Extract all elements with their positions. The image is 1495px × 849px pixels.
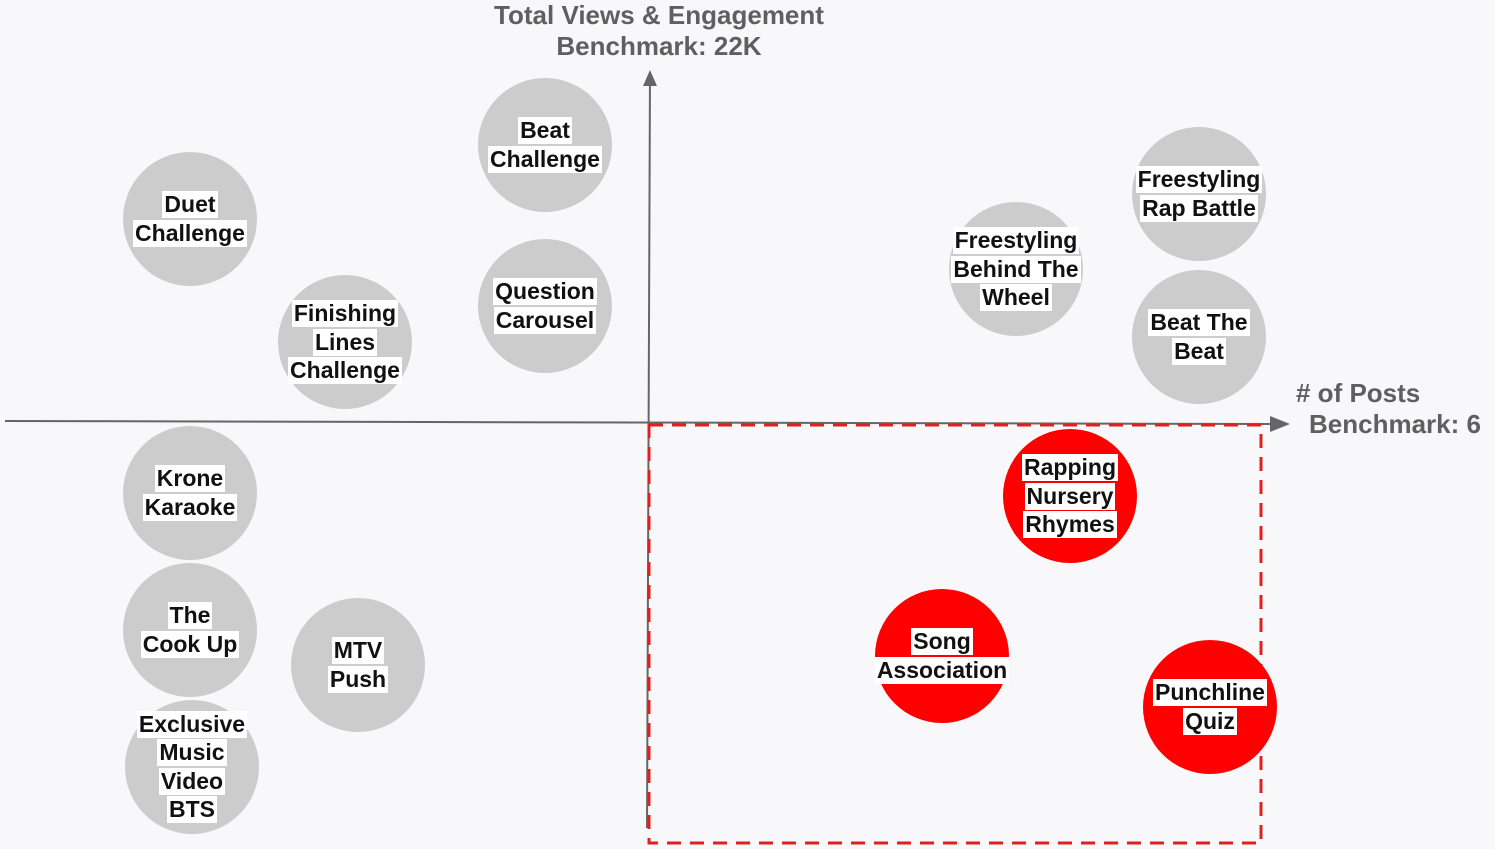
bubble-label-line: Behind The <box>951 255 1081 283</box>
bubble-label: Question Carousel <box>493 278 597 335</box>
bubble-label: Finishing Lines Challenge <box>288 299 402 385</box>
bubble-label-line: Freestyling <box>1135 166 1263 194</box>
bubble-punchline-quiz: Punchline Quiz <box>1143 640 1277 774</box>
bubble-label: Duet Challenge <box>133 191 247 248</box>
bubble-label-line: Rhymes <box>1023 511 1117 538</box>
bubble-label: The Cook Up <box>140 602 240 659</box>
bubble-label-line: Lines <box>312 328 378 356</box>
bubble-label-line: Challenge <box>488 145 602 173</box>
bubble-freestyling-rap-battle: Freestyling Rap Battle <box>1132 127 1266 261</box>
bubble-label: Krone Karaoke <box>142 465 238 522</box>
bubble-label-line: Push <box>327 665 389 693</box>
y-axis-title-line1: Total Views & Engagement <box>494 0 824 30</box>
bubble-song-association: Song Association <box>874 589 1010 723</box>
bubble-label-line: Wheel <box>980 284 1052 311</box>
bubble-label-line: Finishing <box>291 300 399 327</box>
x-axis-arrowhead <box>1270 416 1290 432</box>
y-axis-title: Total Views & Engagement Benchmark: 22K <box>484 0 834 62</box>
x-axis-benchmark: Benchmark: 6 <box>1309 409 1481 439</box>
bubble-label-line: Exclusive <box>136 710 248 738</box>
bubble-rapping-nursery-rhymes: Rapping Nursery Rhymes <box>1003 429 1137 563</box>
bubble-freestyling-behind-the-wheel: Freestyling Behind The Wheel <box>949 202 1083 336</box>
bubble-label-line: MTV <box>331 637 385 665</box>
bubble-label-line: Beat <box>1172 337 1226 365</box>
bubble-label-line: Nursery <box>1024 482 1116 510</box>
bubble-label-line: Krone <box>154 465 226 493</box>
bubble-label: Exclusive Music Video BTS <box>136 710 248 824</box>
bubble-label-line: Rapping <box>1022 454 1118 481</box>
bubble-mtv-push: MTV Push <box>291 598 425 732</box>
bubble-label-line: Freestyling <box>952 227 1080 254</box>
bubble-label-line: BTS <box>166 796 217 824</box>
bubble-question-carousel: Question Carousel <box>478 239 612 373</box>
bubble-label-line: Duet <box>162 191 218 219</box>
bubble-finishing-lines-challenge: Finishing Lines Challenge <box>278 275 412 409</box>
y-axis-benchmark: Benchmark: 22K <box>556 31 762 61</box>
bubble-label-line: Song <box>911 628 973 656</box>
bubble-label: Punchline Quiz <box>1153 679 1267 736</box>
bubble-label-line: Video <box>158 767 226 795</box>
bubble-the-cook-up: The Cook Up <box>123 563 257 697</box>
bubble-label: Beat Challenge <box>488 117 602 174</box>
x-axis-title-line1: # of Posts <box>1296 378 1421 408</box>
bubble-label: Song Association <box>874 628 1010 685</box>
bubble-exclusive-music-video-bts: Exclusive Music Video BTS <box>125 700 259 834</box>
bubble-label-line: Rap Battle <box>1140 194 1258 222</box>
highlight-zone <box>647 423 1263 845</box>
bubble-label-line: Music <box>157 739 227 767</box>
bubble-label: Rapping Nursery Rhymes <box>1022 453 1118 539</box>
bubble-label-line: Carousel <box>493 306 597 334</box>
bubble-beat-the-beat: Beat The Beat <box>1132 270 1266 404</box>
bubble-label-line: Challenge <box>288 357 402 384</box>
bubble-label: MTV Push <box>327 637 389 694</box>
bubble-beat-challenge: Beat Challenge <box>478 78 612 212</box>
bubble-label: Freestyling Behind The Wheel <box>951 226 1081 312</box>
bubble-label-line: Karaoke <box>142 493 238 521</box>
bubble-label-line: Question <box>493 278 597 306</box>
bubble-label-line: Beat <box>518 117 572 145</box>
bubble-label-line: The <box>167 602 213 630</box>
bubble-duet-challenge: Duet Challenge <box>123 152 257 286</box>
x-axis-line <box>4 420 1273 425</box>
bubble-label-line: Beat The <box>1148 309 1250 337</box>
bubble-label: Freestyling Rap Battle <box>1135 166 1263 223</box>
bubble-label-line: Quiz <box>1183 707 1237 735</box>
bubble-label-line: Cook Up <box>140 630 240 658</box>
bubble-label: Beat The Beat <box>1148 309 1250 366</box>
bubble-label-line: Association <box>874 656 1010 684</box>
bubble-krone-karaoke: Krone Karaoke <box>123 426 257 560</box>
bubble-label-line: Challenge <box>133 219 247 247</box>
bubble-label-line: Punchline <box>1153 679 1267 707</box>
x-axis-title: # of Posts Benchmark: 6 <box>1296 378 1481 440</box>
